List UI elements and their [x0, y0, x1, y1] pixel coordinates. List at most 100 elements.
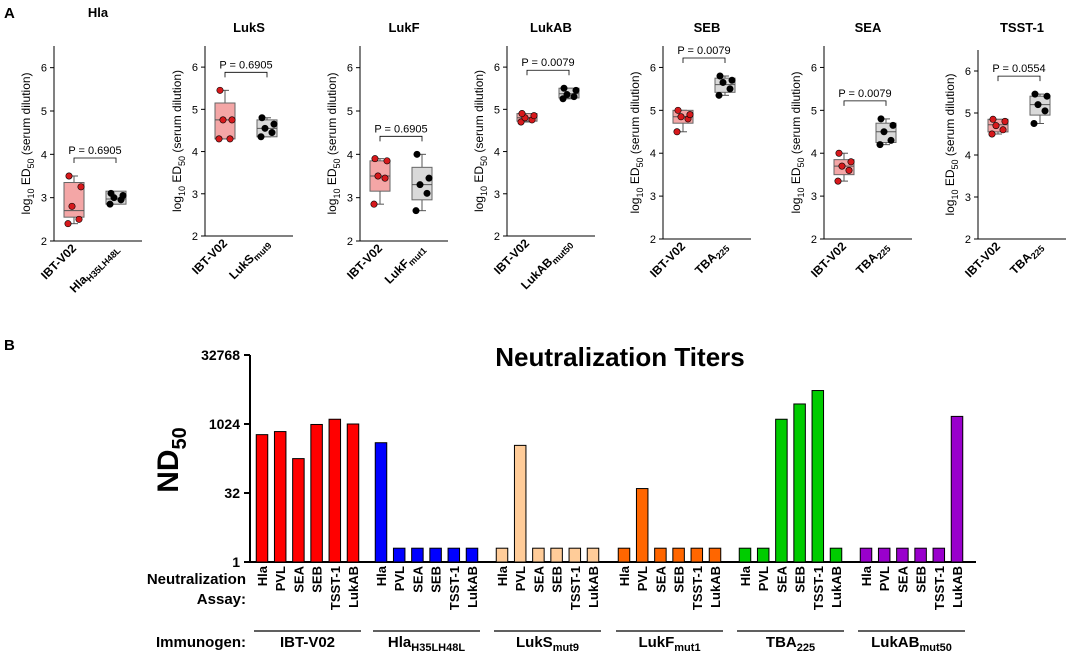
data-point	[728, 76, 736, 84]
bar	[914, 547, 927, 563]
data-point	[686, 111, 694, 119]
bar	[392, 547, 406, 563]
bar	[829, 547, 843, 563]
data-point	[228, 116, 236, 124]
chart-title: Hla	[88, 5, 109, 20]
y-axis-label: log10 ED50 (serum dilution)	[19, 72, 36, 214]
p-value-label: P = 0.0079	[521, 57, 574, 69]
y-tick-label: 1	[232, 554, 240, 570]
y-tick-label: 2	[650, 234, 656, 246]
significance-bracket	[843, 100, 887, 106]
assay-tick-label: SEB	[429, 566, 444, 593]
assay-tick-label: Hla	[738, 565, 753, 586]
y-tick-label: 4	[41, 149, 47, 161]
bar	[950, 415, 964, 563]
y-tick-label: 3	[811, 191, 817, 203]
data-point	[371, 155, 379, 163]
p-value-label: P = 0.0554	[992, 63, 1045, 75]
series-hla: Hla PVL SEA SEB TSST-1 LukAB HlaH35LH48L	[373, 442, 480, 654]
data-point	[992, 122, 1000, 130]
data-point	[887, 136, 895, 144]
data-point	[835, 149, 843, 157]
y-tick-label: 5	[650, 105, 656, 117]
data-point	[215, 135, 223, 143]
y-tick-label: 3	[347, 193, 353, 205]
bar	[532, 547, 545, 563]
data-point	[1034, 101, 1042, 109]
y-tick-label: 2	[811, 234, 817, 246]
assay-tick-label: TSST-1	[328, 566, 343, 610]
data-point	[1030, 120, 1038, 128]
y-tick-label: 4	[965, 150, 971, 162]
data-point	[673, 128, 681, 136]
assay-tick-label: LukAB	[465, 566, 480, 608]
significance-bracket	[682, 57, 726, 64]
assay-tick-label: PVL	[635, 566, 650, 591]
data-point	[257, 133, 265, 141]
p-value-label: P = 0.0079	[677, 45, 730, 57]
x-tick-label: LukFmut1	[382, 241, 429, 288]
p-value-label: P = 0.6905	[374, 123, 427, 135]
data-point	[517, 118, 525, 126]
bar	[859, 547, 873, 563]
bar	[635, 488, 649, 563]
assay-tick-label: Hla	[495, 565, 510, 586]
y-tick-label: 2	[347, 236, 353, 248]
assay-tick-label: Hla	[617, 565, 632, 586]
data-point	[412, 207, 420, 215]
data-point	[989, 115, 997, 123]
y-tick-label: 5	[41, 106, 47, 118]
assay-tick-label: SEB	[310, 566, 325, 593]
y-tick-label: 3	[494, 189, 500, 201]
y-tick-label: 6	[650, 62, 656, 74]
y-tick-label: 6	[965, 66, 971, 78]
chart-title: SEA	[855, 20, 882, 35]
y-axis-label: ND50	[152, 427, 191, 493]
assay-tick-label: TSST-1	[811, 566, 826, 610]
assay-tick-label: SEA	[895, 565, 910, 592]
x-tick-label: LukSmut9	[226, 236, 273, 283]
bar	[654, 547, 667, 563]
data-point	[270, 120, 278, 128]
assay-tick-label: PVL	[877, 566, 892, 591]
bar	[346, 423, 360, 563]
data-point	[876, 141, 884, 149]
y-axis-label: log10 ED50 (serum dilution)	[472, 70, 489, 212]
data-point	[1001, 117, 1009, 125]
panel-label-b: B	[4, 337, 15, 354]
data-point	[423, 189, 431, 197]
data-point	[559, 95, 567, 103]
assay-tick-label: LukAB	[950, 566, 965, 608]
data-point	[261, 124, 269, 132]
series-luks: Hla PVL SEA SEB TSST-1 LukAB LukSmut9	[494, 444, 601, 654]
assay-tick-label: Hla	[255, 565, 270, 586]
y-tick-label: 3	[965, 192, 971, 204]
data-point	[1041, 107, 1049, 115]
significance-bracket	[997, 75, 1041, 82]
significance-bracket	[224, 71, 268, 78]
y-tick-label: 2	[41, 236, 47, 248]
data-point	[1043, 92, 1051, 100]
data-point	[258, 114, 266, 122]
p-value-label: P = 0.6905	[219, 59, 272, 71]
data-point	[677, 113, 685, 121]
data-point	[988, 130, 996, 138]
y-tick-label: 4	[811, 148, 817, 160]
data-point	[374, 172, 382, 180]
data-point	[75, 215, 83, 223]
assay-tick-label: LukAB	[708, 566, 723, 608]
y-tick-label: 5	[965, 108, 971, 120]
bar	[550, 547, 563, 563]
bar	[465, 547, 479, 563]
chart-title: LukF	[388, 20, 419, 35]
data-point	[219, 116, 227, 124]
data-point	[877, 115, 885, 123]
data-point	[226, 135, 234, 143]
bar	[617, 547, 631, 563]
bar	[690, 547, 704, 563]
